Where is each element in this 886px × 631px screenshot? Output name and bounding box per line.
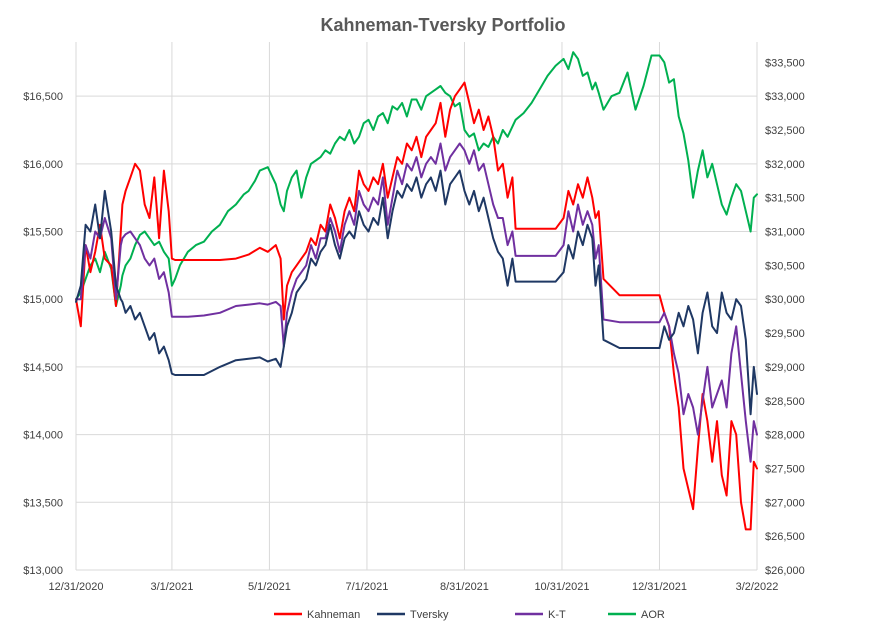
x-tick-label: 5/1/2021	[248, 581, 291, 593]
right-tick-label: $31,500	[765, 193, 805, 205]
right-tick-label: $30,000	[765, 294, 805, 306]
left-tick-label: $13,000	[23, 565, 63, 577]
left-tick-label: $14,000	[23, 430, 63, 442]
right-tick-label: $28,000	[765, 430, 805, 442]
left-tick-label: $15,000	[23, 294, 63, 306]
series-line-kahneman	[75, 81, 758, 531]
right-tick-label: $33,500	[765, 57, 805, 69]
vertical-gridlines	[75, 42, 758, 570]
gridlines	[76, 95, 757, 571]
left-tick-label: $15,500	[23, 227, 63, 239]
chart-title: Kahneman-Tversky Portfolio	[320, 15, 565, 35]
legend-label: K-T	[548, 609, 566, 621]
x-tick-label: 10/31/2021	[534, 581, 589, 593]
right-tick-label: $32,500	[765, 125, 805, 137]
x-tick-label: 8/31/2021	[440, 581, 489, 593]
right-tick-label: $31,000	[765, 227, 805, 239]
right-tick-label: $28,500	[765, 396, 805, 408]
right-tick-label: $26,000	[765, 565, 805, 577]
x-tick-label: 7/1/2021	[346, 581, 389, 593]
legend-label: Tversky	[410, 609, 449, 621]
left-tick-label: $14,500	[23, 362, 63, 374]
series-line-k-t	[75, 142, 758, 463]
left-tick-label: $13,500	[23, 497, 63, 509]
right-tick-label: $29,000	[765, 362, 805, 374]
right-tick-label: $30,500	[765, 260, 805, 272]
x-tick-label: 3/1/2021	[151, 581, 194, 593]
right-tick-label: $29,500	[765, 328, 805, 340]
right-tick-label: $32,000	[765, 159, 805, 171]
series-line-tversky	[75, 169, 758, 416]
x-tick-label: 3/2/2022	[736, 581, 779, 593]
right-tick-label: $33,000	[765, 91, 805, 103]
right-y-axis: $26,000 $26,500 $27,000 $27,500 $28,000 $28,5…	[765, 57, 805, 577]
right-tick-label: $26,500	[765, 531, 805, 543]
left-tick-label: $16,000	[23, 159, 63, 171]
right-tick-label: $27,500	[765, 463, 805, 475]
series-line-aor	[75, 51, 758, 307]
right-tick-label: $27,000	[765, 497, 805, 509]
legend-label: Kahneman	[307, 609, 360, 621]
series-lines	[75, 51, 758, 531]
x-tick-label: 12/31/2020	[48, 581, 103, 593]
legend-label: AOR	[641, 609, 665, 621]
legend: Kahneman Tversky K-T AOR	[274, 609, 665, 621]
x-tick-label: 12/31/2021	[632, 581, 687, 593]
left-y-axis: $13,000 $13,500 $14,000 $14,500 $15,000 $15,5…	[23, 91, 63, 577]
x-axis: 12/31/2020 3/1/2021 5/1/2021 7/1/2021 8/31/2…	[48, 581, 778, 593]
left-tick-label: $16,500	[23, 91, 63, 103]
